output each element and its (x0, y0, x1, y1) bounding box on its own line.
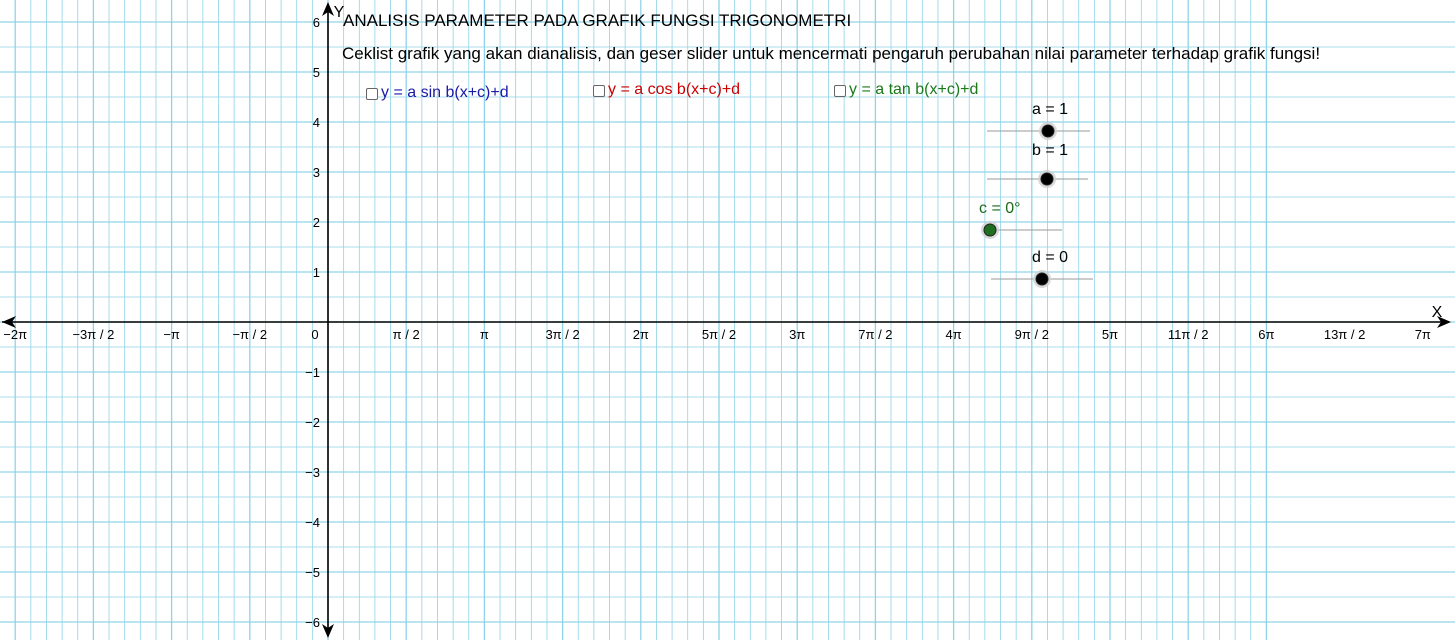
slider-d[interactable] (991, 270, 1093, 288)
x-tick-label: 5π / 2 (702, 327, 736, 342)
x-tick-label: π (480, 327, 489, 342)
x-axis-left-arrow (2, 316, 16, 328)
y-tick-label: −2 (305, 415, 320, 430)
y-tick-label: −5 (305, 565, 320, 580)
checkbox-square[interactable] (366, 87, 378, 100)
y-tick-label: 4 (313, 115, 320, 130)
x-tick-label: 7π / 2 (858, 327, 892, 342)
slider-b-label: b = 1 (1032, 142, 1069, 159)
y-tick-label: −6 (305, 615, 320, 630)
x-tick-label: 7π (1415, 327, 1431, 342)
x-tick-label: 3π / 2 (545, 327, 579, 342)
x-tick-label: −2π (3, 327, 27, 342)
x-tick-label: −π / 2 (232, 327, 267, 342)
x-axis-right-arrow (1437, 316, 1451, 328)
y-tick-label: 3 (313, 165, 320, 180)
y-axis-bottom-arrow (322, 624, 334, 638)
slider-c[interactable] (981, 221, 1062, 239)
instruction-text: Ceklist grafik yang akan dianalisis, dan… (342, 44, 1321, 63)
x-tick-label: 11π / 2 (1168, 327, 1209, 342)
slider-b-knob[interactable] (1040, 172, 1054, 186)
slider-d-knob[interactable] (1035, 272, 1049, 286)
page-title: ANALISIS PARAMETER PADA GRAFIK FUNGSI TR… (343, 11, 852, 30)
x-tick-label: −3π / 2 (72, 327, 114, 342)
x-axis-label: X (1432, 304, 1443, 321)
y-tick-label: 2 (313, 215, 320, 230)
y-tick-label: 5 (313, 65, 320, 80)
y-tick-label: 6 (313, 15, 320, 30)
checkbox-square[interactable] (593, 84, 605, 97)
slider-a[interactable] (987, 122, 1090, 140)
y-axis-label: Y (334, 4, 345, 21)
slider-c-knob[interactable] (983, 223, 997, 237)
sin-function-label: y = a sin b(x+c)+d (381, 84, 509, 101)
x-tick-label: 5π (1102, 327, 1118, 342)
x-tick-label: 3π (789, 327, 805, 342)
checkbox-square[interactable] (834, 84, 846, 97)
y-tick-label: 1 (313, 265, 320, 280)
x-tick-label: 4π (945, 327, 961, 342)
x-tick-label: 2π (633, 327, 649, 342)
tan-graph-checkbox[interactable]: y = a tan b(x+c)+d (834, 81, 978, 99)
y-tick-label: −3 (305, 465, 320, 480)
slider-c-label: c = 0° (979, 200, 1021, 217)
slider-a-knob[interactable] (1041, 124, 1055, 138)
tan-function-label: y = a tan b(x+c)+d (849, 81, 979, 98)
y-axis-top-arrow (322, 2, 334, 16)
x-tick-label: −π (163, 327, 180, 342)
slider-b[interactable] (987, 170, 1088, 188)
x-tick-label: 13π / 2 (1324, 327, 1366, 342)
sin-graph-checkbox[interactable]: y = a sin b(x+c)+d (366, 84, 509, 102)
x-tick-label: 6π (1258, 327, 1274, 342)
cos-graph-checkbox[interactable]: y = a cos b(x+c)+d (593, 81, 740, 99)
x-tick-label: 9π / 2 (1015, 327, 1049, 342)
y-tick-label: −4 (305, 515, 320, 530)
origin-label: 0 (311, 327, 318, 342)
x-tick-label: π / 2 (393, 327, 420, 342)
slider-d-label: d = 0 (1032, 249, 1069, 266)
y-tick-label: −1 (305, 365, 320, 380)
cos-function-label: y = a cos b(x+c)+d (608, 81, 741, 98)
slider-a-label: a = 1 (1032, 101, 1069, 118)
